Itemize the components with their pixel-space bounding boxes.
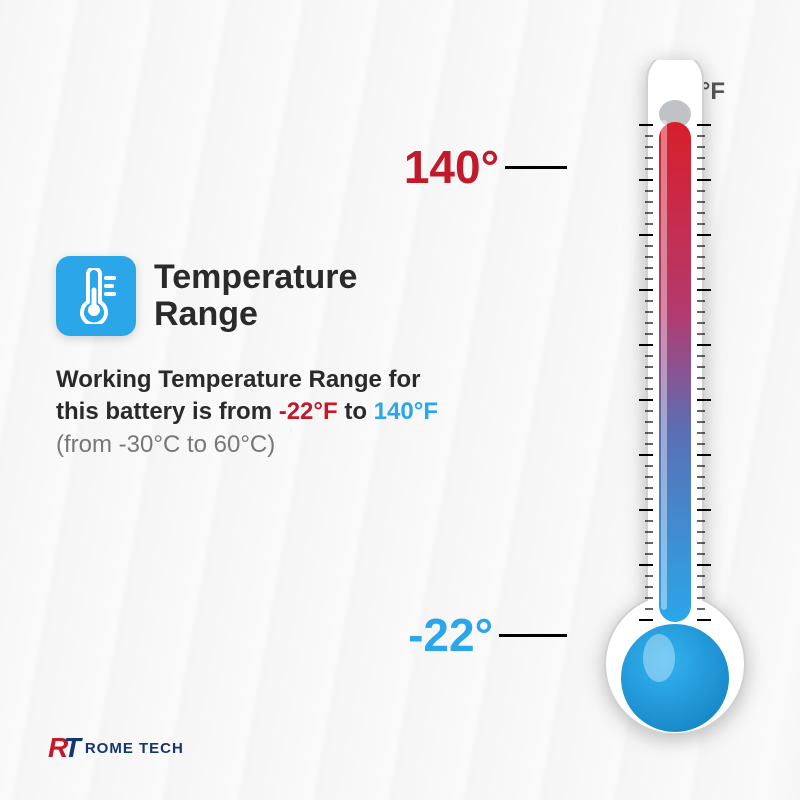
desc-hot-value: 140°F [374, 398, 438, 425]
description: Working Temperature Range for this batte… [56, 364, 456, 429]
section-title: Temperature Range [154, 259, 357, 334]
thermometer-svg [595, 60, 755, 760]
callout-low: -22° [408, 608, 567, 662]
thermo-bulb [621, 624, 729, 732]
thermometer-icon [74, 268, 118, 324]
desc-part2: to [338, 398, 374, 425]
thermometer-badge [56, 256, 136, 336]
high-temp-label: 140° [404, 140, 499, 194]
info-header: Temperature Range [56, 256, 456, 336]
title-line1: Temperature [154, 258, 357, 296]
callout-line-low [499, 634, 567, 637]
info-panel: Temperature Range Working Temperature Ra… [56, 256, 456, 459]
desc-cold-value: -22°F [279, 398, 338, 425]
low-temp-label: -22° [408, 608, 493, 662]
title-line2: Range [154, 295, 258, 333]
logo-text: ROME TECH [85, 740, 184, 757]
bulb-highlight [643, 634, 675, 682]
logo-r: R [48, 732, 64, 763]
description-sub: (from -30°C to 60°C) [56, 431, 456, 459]
tube-gloss [661, 120, 667, 610]
logo-t: T [64, 732, 77, 763]
thermometer-graphic: °F 140° [595, 60, 755, 760]
brand-logo: RT ROME TECH [48, 732, 184, 764]
logo-mark: RT [48, 732, 77, 764]
callout-high: 140° [404, 140, 567, 194]
callout-line-high [505, 166, 567, 169]
